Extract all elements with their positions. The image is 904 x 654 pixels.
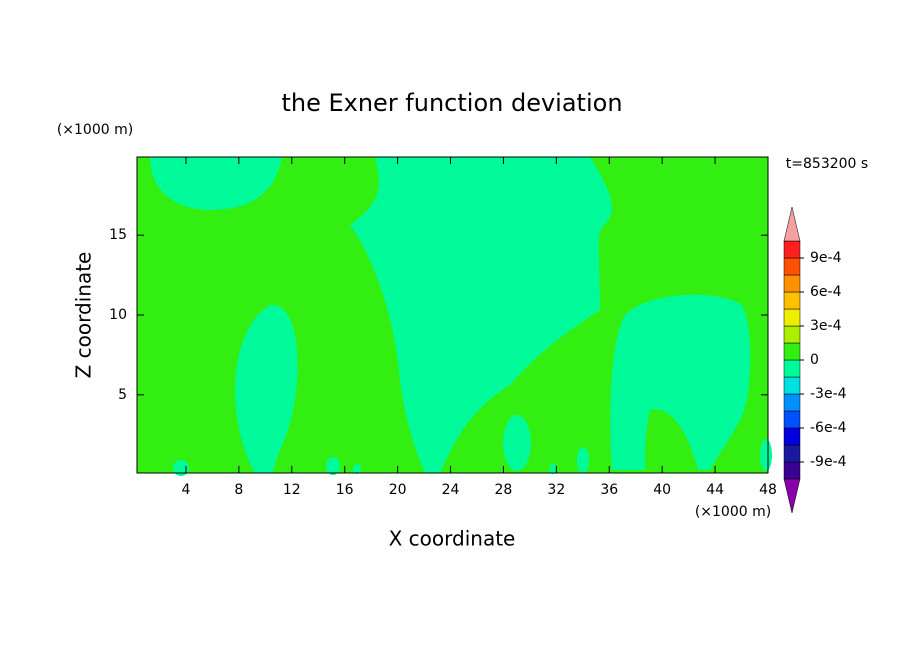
y-tick-label: 15	[109, 227, 127, 243]
contour-region	[760, 439, 772, 471]
colorbar-band	[783, 427, 801, 446]
y-tick-label: 5	[118, 387, 127, 403]
colorbar-tick-label: -3e-4	[810, 386, 847, 402]
colorbar-band	[783, 291, 801, 310]
contour-region	[610, 294, 751, 470]
contour-region	[150, 157, 282, 210]
colorbar-band	[783, 444, 801, 463]
y-unit: (×1000 m)	[57, 122, 133, 138]
colorbar-tick-label: 0	[810, 352, 819, 368]
colorbar-tick-label: -9e-4	[810, 454, 847, 470]
colorbar-tick-label: 6e-4	[810, 284, 842, 300]
x-tick-label: 8	[234, 482, 243, 498]
colorbar-band	[783, 461, 801, 480]
x-tick-label: 16	[336, 482, 354, 498]
x-tick-label: 36	[600, 482, 618, 498]
x-tick-label: 48	[759, 482, 777, 498]
contour-region	[549, 464, 557, 474]
colorbar-band	[783, 325, 801, 344]
colorbar-extend-low	[783, 478, 801, 514]
colorbar-band	[783, 376, 801, 395]
colorbar-band	[783, 410, 801, 429]
x-tick-label: 24	[442, 482, 460, 498]
colorbar-band	[783, 257, 801, 276]
x-tick-label: 20	[389, 482, 407, 498]
contour-region	[353, 464, 361, 474]
x-tick-label: 12	[283, 482, 301, 498]
contour-region	[173, 460, 189, 476]
contour-region	[235, 304, 298, 473]
colorbar-tick-label: 9e-4	[810, 250, 842, 266]
colorbar-band	[783, 393, 801, 412]
x-tick-label: 32	[547, 482, 565, 498]
contour-region	[577, 447, 589, 473]
colorbar-band	[783, 274, 801, 293]
colorbar-band	[783, 342, 801, 361]
y-tick-label: 10	[109, 307, 127, 323]
x-tick-label: 28	[495, 482, 513, 498]
colorbar-tick-label: -6e-4	[810, 420, 847, 436]
contour-region	[503, 415, 531, 471]
x-tick-label: 40	[653, 482, 671, 498]
colorbar-band	[783, 308, 801, 327]
colorbar-extend-high	[783, 206, 801, 242]
time-annotation: t=853200 s	[786, 156, 868, 172]
colorbar-band	[783, 359, 801, 378]
contour-region	[326, 457, 340, 475]
x-axis-label: X coordinate	[389, 527, 516, 551]
chart-title: the Exner function deviation	[281, 89, 622, 117]
x-tick-label: 4	[181, 482, 190, 498]
contour-plot	[137, 157, 772, 476]
y-axis-label: Z coordinate	[72, 252, 96, 379]
x-tick-label: 44	[706, 482, 724, 498]
contour-region	[350, 157, 612, 473]
x-unit: (×1000 m)	[695, 504, 771, 520]
colorbar-band	[783, 240, 801, 259]
colorbar-tick-label: 3e-4	[810, 318, 842, 334]
